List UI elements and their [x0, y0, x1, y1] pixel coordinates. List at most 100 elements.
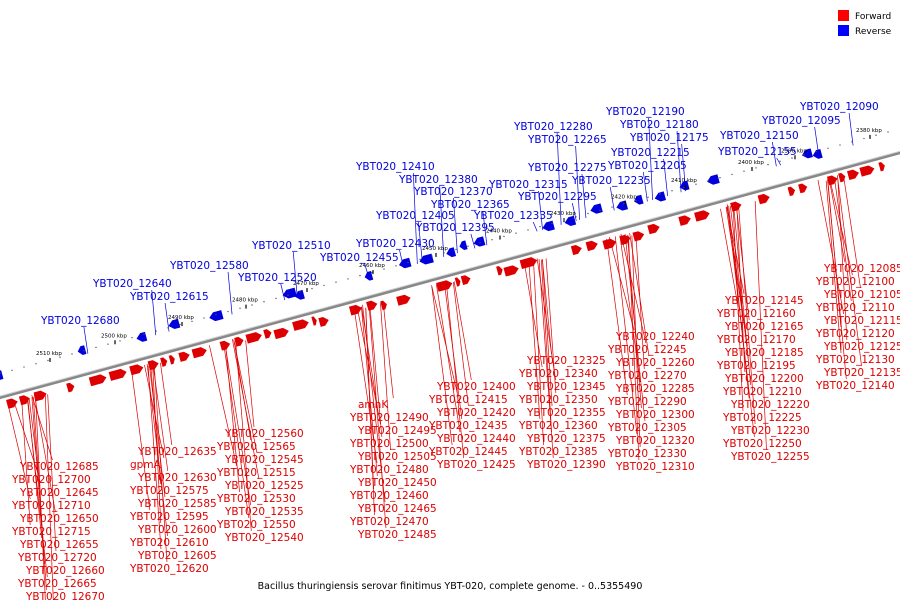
- forward-gene[interactable]: [129, 363, 144, 376]
- forward-gene-label[interactable]: YBT020_12670: [25, 591, 105, 600]
- reverse-gene[interactable]: [472, 236, 486, 248]
- reverse-gene[interactable]: [801, 148, 813, 159]
- forward-gene-label[interactable]: YBT020_12715: [11, 526, 91, 538]
- forward-gene-label[interactable]: YBT020_12140: [815, 380, 895, 392]
- forward-gene-label[interactable]: YBT020_12415: [428, 394, 508, 406]
- reverse-gene[interactable]: [0, 370, 4, 381]
- reverse-gene-label[interactable]: YBT020_12430: [355, 238, 435, 250]
- forward-gene-label[interactable]: YBT020_12490: [349, 412, 429, 424]
- reverse-gene-label[interactable]: YBT020_12155: [717, 146, 797, 158]
- forward-gene[interactable]: [787, 186, 797, 197]
- forward-gene[interactable]: [263, 328, 272, 339]
- forward-gene[interactable]: [570, 244, 583, 256]
- forward-gene-label[interactable]: YBT020_12270: [607, 370, 687, 382]
- forward-gene-label[interactable]: YBT020_12285: [615, 383, 695, 395]
- forward-gene-label[interactable]: YBT020_12185: [724, 347, 804, 359]
- forward-gene-label[interactable]: YBT020_12240: [615, 331, 695, 343]
- forward-gene[interactable]: [878, 161, 886, 172]
- forward-gene-label[interactable]: YBT020_12220: [730, 399, 810, 411]
- reverse-gene-label[interactable]: YBT020_12395: [415, 222, 495, 234]
- forward-gene-label[interactable]: YBT020_12300: [615, 409, 695, 421]
- forward-gene[interactable]: [460, 274, 472, 286]
- reverse-gene[interactable]: [294, 289, 305, 301]
- forward-gene[interactable]: [619, 234, 631, 246]
- forward-gene[interactable]: [454, 277, 462, 287]
- reverse-gene-label[interactable]: YBT020_12215: [610, 147, 690, 159]
- forward-gene-label[interactable]: YBT020_12635: [137, 446, 217, 458]
- reverse-gene-label[interactable]: YBT020_12150: [719, 130, 799, 142]
- forward-gene-label[interactable]: YBT020_12110: [815, 302, 895, 314]
- forward-gene-label[interactable]: YBT020_12340: [518, 368, 598, 380]
- forward-gene-label[interactable]: YBT020_12685: [19, 461, 99, 473]
- reverse-gene-label[interactable]: YBT020_12335: [473, 210, 553, 222]
- forward-gene-label[interactable]: gpmA: [130, 459, 162, 471]
- forward-gene-label[interactable]: YBT020_12575: [129, 485, 209, 497]
- reverse-gene[interactable]: [167, 318, 181, 331]
- forward-gene-label[interactable]: YBT020_12145: [724, 295, 804, 307]
- forward-gene-label[interactable]: YBT020_12400: [436, 381, 516, 393]
- forward-gene-label[interactable]: YBT020_12605: [137, 550, 217, 562]
- forward-gene-label[interactable]: YBT020_12260: [615, 357, 695, 369]
- forward-gene-label[interactable]: YBT020_12440: [436, 433, 516, 445]
- forward-gene-label[interactable]: YBT020_12250: [722, 438, 802, 450]
- reverse-gene-label[interactable]: YBT020_12640: [92, 278, 172, 290]
- reverse-gene-label[interactable]: YBT020_12405: [375, 210, 455, 222]
- forward-gene-label[interactable]: YBT020_12465: [357, 503, 437, 515]
- forward-gene[interactable]: [730, 200, 743, 212]
- forward-gene[interactable]: [147, 359, 160, 371]
- forward-gene-label[interactable]: YBT020_12645: [19, 487, 99, 499]
- forward-gene-label[interactable]: YBT020_12550: [216, 519, 296, 531]
- reverse-gene[interactable]: [654, 191, 667, 202]
- forward-gene-label[interactable]: YBT020_12425: [436, 459, 516, 471]
- forward-gene-label[interactable]: YBT020_12620: [129, 563, 209, 575]
- reverse-gene[interactable]: [589, 203, 603, 215]
- forward-gene-label[interactable]: YBT020_12230: [730, 425, 810, 437]
- forward-gene-label[interactable]: YBT020_12495: [357, 425, 437, 437]
- forward-gene-label[interactable]: YBT020_12305: [607, 422, 687, 434]
- forward-gene[interactable]: [6, 397, 19, 409]
- forward-gene[interactable]: [348, 304, 363, 316]
- forward-gene[interactable]: [18, 394, 31, 406]
- reverse-gene-label[interactable]: YBT020_12365: [430, 199, 510, 211]
- forward-gene-label[interactable]: YBT020_12100: [815, 276, 895, 288]
- reverse-gene-label[interactable]: YBT020_12265: [527, 134, 607, 146]
- forward-gene-label[interactable]: YBT020_12355: [526, 407, 606, 419]
- forward-gene-label[interactable]: YBT020_12350: [518, 394, 598, 406]
- forward-gene-label[interactable]: YBT020_12535: [224, 506, 304, 518]
- reverse-gene-label[interactable]: YBT020_12410: [355, 161, 435, 173]
- reverse-gene-label[interactable]: YBT020_12190: [605, 106, 685, 118]
- forward-gene-label[interactable]: YBT020_12545: [224, 454, 304, 466]
- reverse-gene-label[interactable]: YBT020_12315: [488, 179, 568, 191]
- forward-gene-label[interactable]: YBT020_12480: [349, 464, 429, 476]
- forward-gene[interactable]: [602, 237, 617, 250]
- forward-gene-label[interactable]: YBT020_12470: [349, 516, 429, 528]
- forward-gene-label[interactable]: YBT020_12310: [615, 461, 695, 473]
- reverse-gene[interactable]: [812, 148, 823, 160]
- forward-gene-label[interactable]: YBT020_12595: [129, 511, 209, 523]
- reverse-gene[interactable]: [398, 257, 412, 270]
- forward-gene-label[interactable]: YBT020_12655: [19, 539, 99, 551]
- forward-gene-label[interactable]: YBT020_12610: [129, 537, 209, 549]
- forward-gene-label[interactable]: YBT020_12460: [349, 490, 429, 502]
- forward-gene-label[interactable]: YBT020_12105: [823, 289, 900, 301]
- forward-gene-label[interactable]: YBT020_12450: [357, 477, 437, 489]
- forward-gene-label[interactable]: YBT020_12540: [224, 532, 304, 544]
- reverse-gene[interactable]: [363, 270, 374, 282]
- forward-gene[interactable]: [33, 389, 48, 402]
- forward-gene[interactable]: [66, 382, 75, 393]
- forward-gene-label[interactable]: YBT020_12085: [823, 263, 900, 275]
- reverse-gene-label[interactable]: YBT020_12380: [398, 174, 478, 186]
- forward-gene-label[interactable]: YBT020_12700: [11, 474, 91, 486]
- forward-gene-label[interactable]: amnK: [358, 399, 389, 411]
- forward-gene-label[interactable]: YBT020_12360: [518, 420, 598, 432]
- reverse-gene[interactable]: [633, 194, 644, 206]
- forward-gene-label[interactable]: YBT020_12325: [526, 355, 606, 367]
- forward-gene-label[interactable]: YBT020_12650: [19, 513, 99, 525]
- reverse-gene-label[interactable]: YBT020_12615: [129, 291, 209, 303]
- forward-gene[interactable]: [647, 223, 661, 235]
- reverse-gene-label[interactable]: YBT020_12180: [619, 119, 699, 131]
- forward-gene[interactable]: [160, 357, 168, 367]
- forward-gene-label[interactable]: YBT020_12125: [823, 341, 900, 353]
- reverse-gene-label[interactable]: YBT020_12455: [319, 252, 399, 264]
- forward-gene-label[interactable]: YBT020_12720: [17, 552, 97, 564]
